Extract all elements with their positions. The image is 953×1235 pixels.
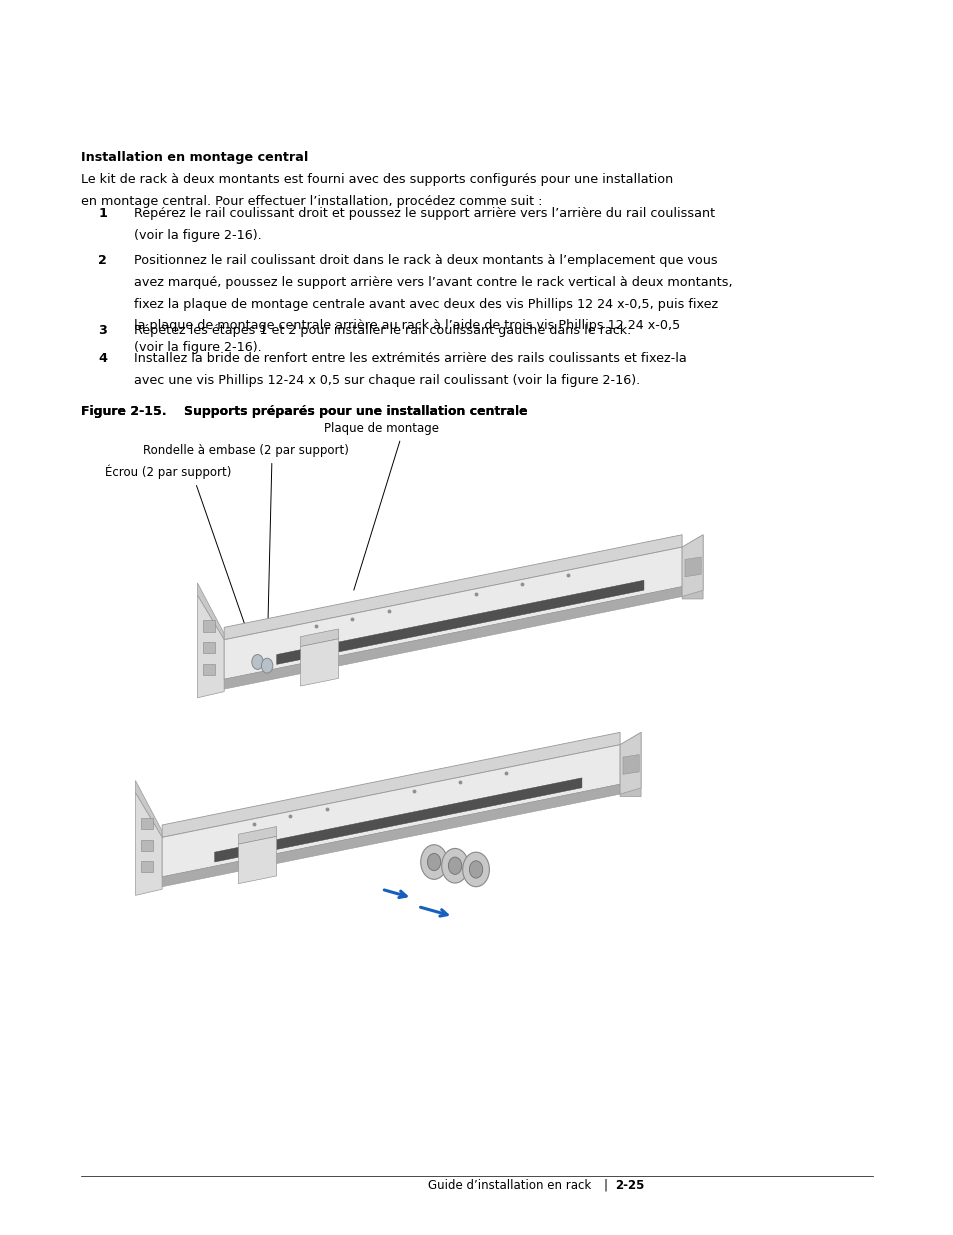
Text: Guide d’installation en rack: Guide d’installation en rack <box>428 1178 591 1192</box>
Polygon shape <box>619 732 640 797</box>
Text: Répétez les étapes 1 et 2 pour installer le rail coulissant gauche dans le rack.: Répétez les étapes 1 et 2 pour installer… <box>133 324 630 337</box>
Polygon shape <box>203 620 214 631</box>
Text: Rondelle à embase (2 par support): Rondelle à embase (2 par support) <box>143 443 349 457</box>
Text: |: | <box>603 1178 607 1192</box>
Polygon shape <box>224 535 681 640</box>
Polygon shape <box>141 818 152 829</box>
Text: la plaque de montage centrale arrière au rack à l’aide de trois vis Phillips 12 : la plaque de montage centrale arrière au… <box>133 319 679 332</box>
Polygon shape <box>684 557 700 577</box>
Polygon shape <box>135 781 162 837</box>
Polygon shape <box>162 784 619 887</box>
Text: Figure 2-15.    Supports préparés pour une installation centrale: Figure 2-15. Supports préparés pour une … <box>81 405 527 419</box>
Text: fixez la plaque de montage centrale avant avec deux des vis Phillips 12 24 x-0,5: fixez la plaque de montage centrale avan… <box>133 298 717 311</box>
Polygon shape <box>203 663 214 674</box>
Text: Installez la bride de renfort entre les extrémités arrière des rails coulissants: Installez la bride de renfort entre les … <box>133 352 685 366</box>
Polygon shape <box>681 535 702 599</box>
Text: avez marqué, poussez le support arrière vers l’avant contre le rack vertical à d: avez marqué, poussez le support arrière … <box>133 275 731 289</box>
Polygon shape <box>276 580 643 664</box>
Polygon shape <box>238 836 276 884</box>
Polygon shape <box>214 778 581 862</box>
Text: Figure 2-15.    Supports préparés pour une installation centrale: Figure 2-15. Supports préparés pour une … <box>81 405 527 419</box>
Text: Positionnez le rail coulissant droit dans le rack à deux montants à l’emplacemen: Positionnez le rail coulissant droit dan… <box>133 254 717 268</box>
Text: Écrou (2 par support): Écrou (2 par support) <box>105 464 231 479</box>
Circle shape <box>469 861 482 878</box>
Polygon shape <box>135 793 162 895</box>
Polygon shape <box>224 587 681 689</box>
Text: 3: 3 <box>98 324 107 337</box>
Polygon shape <box>619 732 640 794</box>
Text: (voir la figure 2-16).: (voir la figure 2-16). <box>133 341 261 354</box>
Circle shape <box>252 655 263 669</box>
Circle shape <box>427 853 440 871</box>
Polygon shape <box>622 755 639 774</box>
Circle shape <box>420 845 447 879</box>
Polygon shape <box>203 642 214 653</box>
Text: Repérez le rail coulissant droit et poussez le support arrière vers l’arrière du: Repérez le rail coulissant droit et pous… <box>133 207 714 221</box>
Polygon shape <box>162 732 619 837</box>
Text: Le kit de rack à deux montants est fourni avec des supports configurés pour une : Le kit de rack à deux montants est fourn… <box>81 173 673 186</box>
Polygon shape <box>238 826 276 845</box>
Text: (voir la figure 2-16).: (voir la figure 2-16). <box>133 230 261 242</box>
Polygon shape <box>162 745 619 877</box>
Text: 2-25: 2-25 <box>615 1178 644 1192</box>
Polygon shape <box>224 547 681 679</box>
Polygon shape <box>141 861 152 872</box>
Text: en montage central. Pour effectuer l’installation, procédez comme suit :: en montage central. Pour effectuer l’ins… <box>81 195 542 207</box>
Polygon shape <box>141 840 152 851</box>
Circle shape <box>448 857 461 874</box>
Polygon shape <box>300 629 338 647</box>
Circle shape <box>462 852 489 887</box>
Text: avec une vis Phillips 12-24 x 0,5 sur chaque rail coulissant (voir la figure 2-1: avec une vis Phillips 12-24 x 0,5 sur ch… <box>133 373 639 387</box>
Text: 2: 2 <box>98 254 107 268</box>
Polygon shape <box>300 638 338 687</box>
Polygon shape <box>197 583 224 640</box>
Text: Installation en montage central: Installation en montage central <box>81 151 308 164</box>
Circle shape <box>441 848 468 883</box>
Text: 4: 4 <box>98 352 107 366</box>
Polygon shape <box>681 535 702 597</box>
Circle shape <box>261 658 273 673</box>
Text: Plaque de montage: Plaque de montage <box>324 421 439 435</box>
Text: 1: 1 <box>98 207 107 221</box>
Polygon shape <box>197 595 224 698</box>
